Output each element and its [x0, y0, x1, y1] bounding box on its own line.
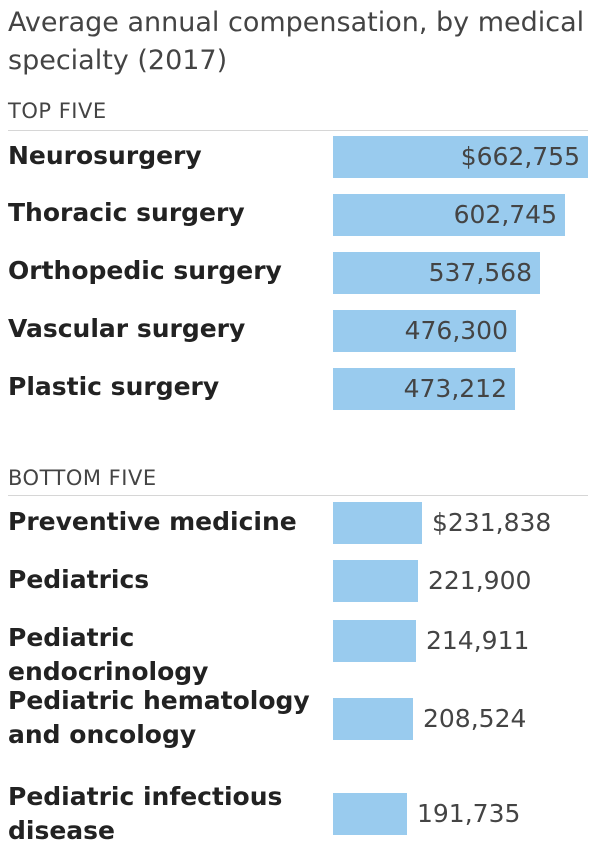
bar: [333, 620, 416, 662]
section-label: TOP FIVE: [8, 99, 107, 123]
value-label: 476,300: [404, 316, 508, 345]
value-label: 221,900: [428, 566, 532, 595]
bar: [333, 502, 422, 544]
value-label: 473,212: [403, 374, 507, 403]
value-label: 537,568: [428, 258, 532, 287]
chart-title: Average annual compensation, by medical …: [8, 7, 585, 76]
category-label: Pediatrics: [8, 565, 150, 594]
bar: [333, 560, 418, 602]
category-label: Thoracic surgery: [8, 198, 245, 227]
category-label: Preventive medicine: [8, 507, 297, 536]
value-label: 602,745: [453, 200, 557, 229]
category-label: Pediatric infectious disease: [8, 782, 283, 845]
category-label: Neurosurgery: [8, 141, 202, 170]
bar: [333, 368, 515, 410]
bar: [333, 136, 588, 178]
category-label: Vascular surgery: [8, 314, 246, 343]
category-label: Plastic surgery: [8, 372, 220, 401]
bar: [333, 310, 516, 352]
value-label: 208,524: [423, 704, 527, 733]
section-divider: [8, 130, 588, 131]
bar: [333, 194, 565, 236]
section-label: BOTTOM FIVE: [8, 466, 157, 490]
category-label: Orthopedic surgery: [8, 256, 282, 285]
value-label: 191,735: [417, 799, 521, 828]
category-label: Pediatric hematology and oncology: [8, 686, 310, 749]
bar: [333, 252, 540, 294]
category-label: Pediatric endocrinology: [8, 623, 209, 686]
bar: [333, 793, 407, 835]
section-divider: [8, 495, 588, 496]
bar: [333, 698, 413, 740]
value-label: $662,755: [460, 142, 580, 171]
value-label: $231,838: [432, 508, 552, 537]
value-label: 214,911: [426, 626, 530, 655]
